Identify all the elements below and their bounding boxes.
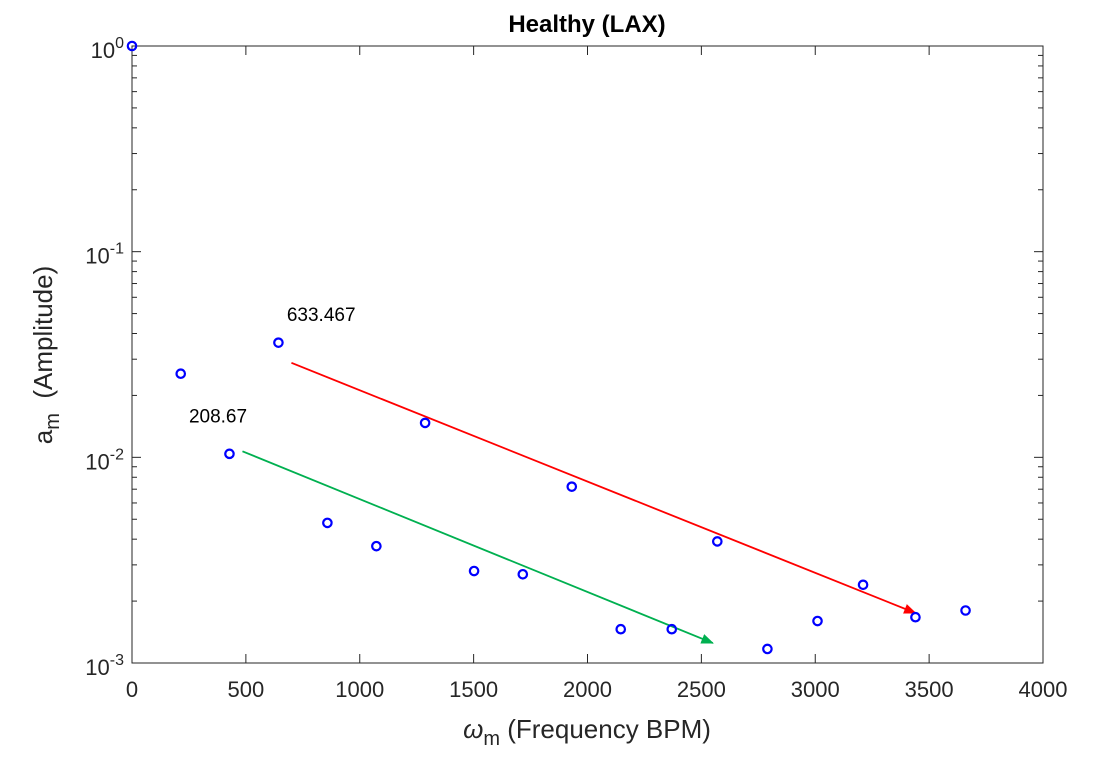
data-point xyxy=(517,568,529,580)
annotation-label: 633.467 xyxy=(287,305,356,326)
data-point xyxy=(419,417,431,429)
y-tick-label: 10-2 xyxy=(85,446,124,474)
x-tick-label: 1500 xyxy=(449,677,498,702)
y-tick-labels: 100 10-1 10-2 10-3 xyxy=(85,35,124,680)
y-axis-label: am (Amplitude) xyxy=(28,266,64,445)
x-tick-label: 3500 xyxy=(905,677,954,702)
annotation-label: 208.67 xyxy=(189,406,247,427)
data-point xyxy=(224,448,235,460)
chart-title: Healthy (LAX) xyxy=(508,11,665,38)
data-point xyxy=(566,481,578,492)
annotation-arrow xyxy=(291,362,917,614)
data-point xyxy=(762,643,773,655)
x-tick-label: 0 xyxy=(126,677,138,702)
y-tick-label: 10-1 xyxy=(85,241,124,269)
data-point xyxy=(615,623,627,635)
data-point xyxy=(273,337,284,348)
y-tick-label: 10-3 xyxy=(85,652,124,680)
x-tick-labels: 0 500 1000 1500 2000 2500 3000 3500 4000 xyxy=(126,677,1068,702)
data-point xyxy=(910,611,921,623)
plot-area xyxy=(131,45,1044,664)
x-axis-label: ωm (Frequency BPM) xyxy=(463,714,711,750)
data-point xyxy=(371,540,382,552)
data-point xyxy=(175,368,187,380)
x-tick-label: 4000 xyxy=(1019,677,1068,702)
annotation-arrow xyxy=(242,450,714,644)
annotation-arrows xyxy=(242,362,917,644)
x-tick-label: 500 xyxy=(228,677,265,702)
x-tick-label: 3000 xyxy=(791,677,840,702)
data-point xyxy=(960,605,971,616)
y-tick-label: 100 xyxy=(91,35,124,63)
x-tick-label: 1000 xyxy=(335,677,384,702)
data-point xyxy=(857,579,869,591)
data-point xyxy=(322,517,333,529)
annotation-labels: 633.467 208.67 xyxy=(189,305,356,427)
x-tick-label: 2000 xyxy=(563,677,612,702)
data-point xyxy=(812,615,823,627)
data-point xyxy=(126,40,138,52)
x-tick-label: 2500 xyxy=(677,677,726,702)
data-point xyxy=(666,623,678,635)
axis-ticks xyxy=(131,45,1044,664)
data-point xyxy=(712,536,723,547)
data-points xyxy=(126,40,971,655)
data-point xyxy=(468,565,480,577)
